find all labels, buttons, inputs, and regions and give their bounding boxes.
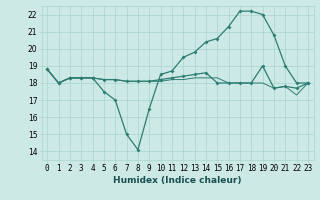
X-axis label: Humidex (Indice chaleur): Humidex (Indice chaleur) [113,176,242,185]
